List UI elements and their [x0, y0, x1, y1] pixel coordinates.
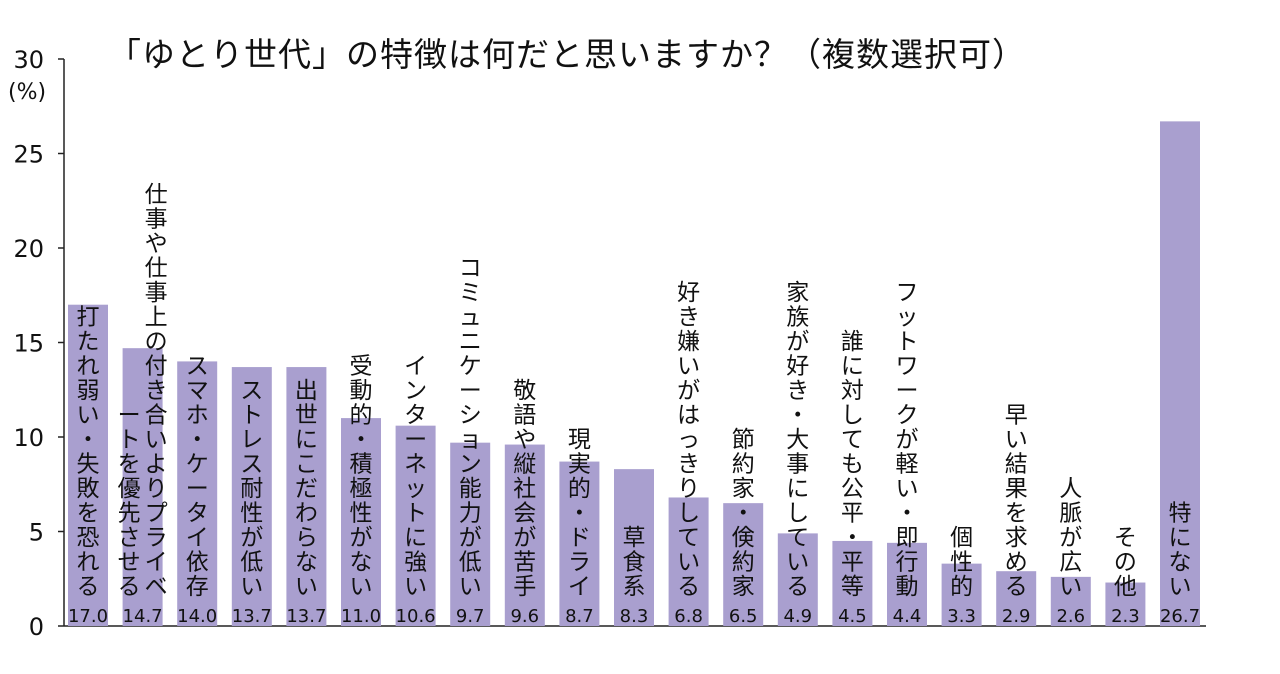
bar	[395, 425, 436, 626]
bar	[122, 348, 163, 626]
bar-value-label: 6.8	[674, 606, 703, 627]
bar-value-label: 14.7	[123, 606, 163, 627]
category-label: 草食系	[623, 525, 646, 600]
y-tick-label: 30	[13, 46, 44, 74]
y-tick-label: 5	[29, 519, 44, 547]
bar-value-label: 6.5	[729, 606, 758, 627]
category-label: ストレス耐性が低い	[240, 378, 263, 600]
bar	[559, 461, 600, 626]
bar	[668, 497, 709, 626]
bar-value-label: 4.9	[783, 606, 812, 627]
bar	[231, 367, 272, 626]
bar-value-label: 13.7	[232, 606, 272, 627]
category-label: 受動的・積極性がない	[350, 354, 373, 601]
bar	[887, 542, 927, 626]
bar-value-label: 9.6	[510, 606, 539, 627]
bar-value-label: 2.9	[1002, 606, 1031, 627]
bar-value-label: 10.6	[396, 606, 436, 627]
bar	[504, 444, 545, 626]
bar-value-label: 14.0	[177, 606, 217, 627]
category-label: 早い結果を求める	[1005, 403, 1028, 601]
bar-value-label: 11.0	[341, 606, 381, 627]
y-tick-label: 25	[13, 141, 44, 169]
category-label: 人脈が広い	[1059, 476, 1082, 600]
bar-value-label: 3.3	[947, 606, 976, 627]
y-axis-unit-label: (%)	[8, 80, 47, 105]
category-label: 誰に対しても公平・平等	[841, 329, 864, 600]
bar-value-label: 4.4	[893, 606, 922, 627]
category-label: その他	[1114, 525, 1137, 600]
bar	[941, 563, 982, 626]
y-tick-label: 20	[13, 235, 44, 263]
category-label: コミュニケーション能力が低い	[459, 256, 482, 601]
bar-value-label: 8.3	[620, 606, 649, 627]
category-label: 出世にこだわらない	[295, 378, 318, 600]
bar	[177, 361, 218, 626]
category-label: 節約家・倹約家	[732, 427, 755, 600]
bar-value-label: 26.7	[1160, 606, 1200, 627]
bar	[341, 418, 381, 626]
category-label: 敬語や縦社会が苦手	[513, 378, 536, 600]
category-label: 打たれ弱い・失敗を恐れる	[77, 305, 100, 601]
category-label: 家族が好き・大事にしている	[786, 280, 809, 600]
y-tick-label: 10	[13, 424, 44, 452]
bar-value-label: 4.5	[838, 606, 867, 627]
bar-value-label: 2.3	[1111, 606, 1140, 627]
bar	[1160, 121, 1200, 627]
category-label: ートを優先させる	[118, 403, 141, 601]
bar-value-label: 13.7	[286, 606, 326, 627]
category-label: フットワークが軽い・即行動	[896, 280, 919, 600]
bar	[1105, 582, 1146, 626]
bar-value-label: 8.7	[565, 606, 594, 627]
bar	[68, 304, 108, 626]
category-label: スマホ・ケータイ依存	[186, 354, 209, 601]
bar	[996, 571, 1037, 626]
bar	[614, 469, 654, 626]
bar	[1050, 576, 1091, 626]
bar	[450, 442, 491, 626]
bar-value-label: 9.7	[456, 606, 485, 627]
category-label: 好き嫌いがはっきりしている	[677, 280, 700, 600]
bar-value-label: 17.0	[68, 606, 108, 627]
category-label: 個性的	[950, 525, 973, 600]
bar	[723, 503, 764, 626]
category-label: 特にない	[1169, 501, 1192, 601]
category-label: 仕事や仕事上の付き合いよりプライベ	[145, 182, 168, 600]
bar	[777, 533, 818, 626]
y-tick-label: 15	[13, 330, 44, 358]
y-tick-label: 0	[29, 613, 44, 641]
category-label: 現実的・ドライ	[568, 427, 591, 600]
bar-value-label: 2.6	[1056, 606, 1085, 627]
chart-title: 「ゆとり世代」の特徴は何だと思いますか？（複数選択可）	[108, 35, 1026, 74]
bar	[286, 367, 327, 626]
bar	[832, 540, 873, 626]
category-label: インターネットに強い	[404, 354, 427, 601]
